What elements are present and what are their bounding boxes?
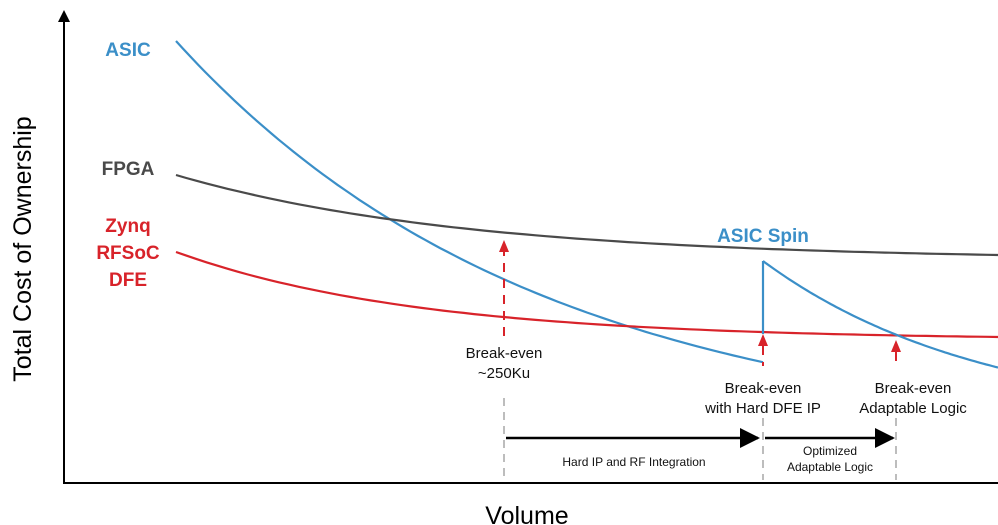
span-label-2-line2: Adaptable Logic	[787, 460, 873, 474]
annotation-breakeven-1-line1: Break-even	[466, 345, 543, 362]
breakeven-arrow-2-head	[758, 334, 768, 346]
y-axis-title: Total Cost of Ownership	[9, 116, 37, 381]
series-line-asic-spin	[762, 260, 998, 369]
series-label-rfsoc-line1: Zynq	[105, 216, 150, 237]
series-line-asic	[175, 40, 764, 364]
annotation-breakeven-2-line1: Break-even	[725, 380, 802, 397]
series-label-rfsoc-line2: RFSoC	[96, 243, 160, 264]
x-axis-title: Volume	[485, 502, 568, 525]
y-axis-arrowhead	[58, 10, 70, 22]
span-label-1: Hard IP and RF Integration	[562, 455, 705, 469]
series-line-fpga	[175, 173, 998, 257]
annotation-breakeven-3-line2: Adaptable Logic	[859, 400, 967, 417]
annotation-breakeven-1-line2: ~250Ku	[478, 365, 530, 382]
breakeven-arrow-1-head	[499, 240, 509, 252]
series-label-fpga: FPGA	[102, 159, 155, 180]
breakeven-arrow-3-head	[891, 340, 901, 352]
annotation-breakeven-3-line1: Break-even	[875, 380, 952, 397]
series-line-rfsoc	[175, 250, 998, 339]
span-label-2-line1: Optimized	[803, 444, 857, 458]
series-label-rfsoc-line3: DFE	[109, 270, 147, 291]
series-label-asic: ASIC	[105, 40, 151, 61]
annotation-breakeven-2-line2: with Hard DFE IP	[704, 400, 821, 417]
series-label-asic-spin: ASIC Spin	[717, 226, 809, 247]
